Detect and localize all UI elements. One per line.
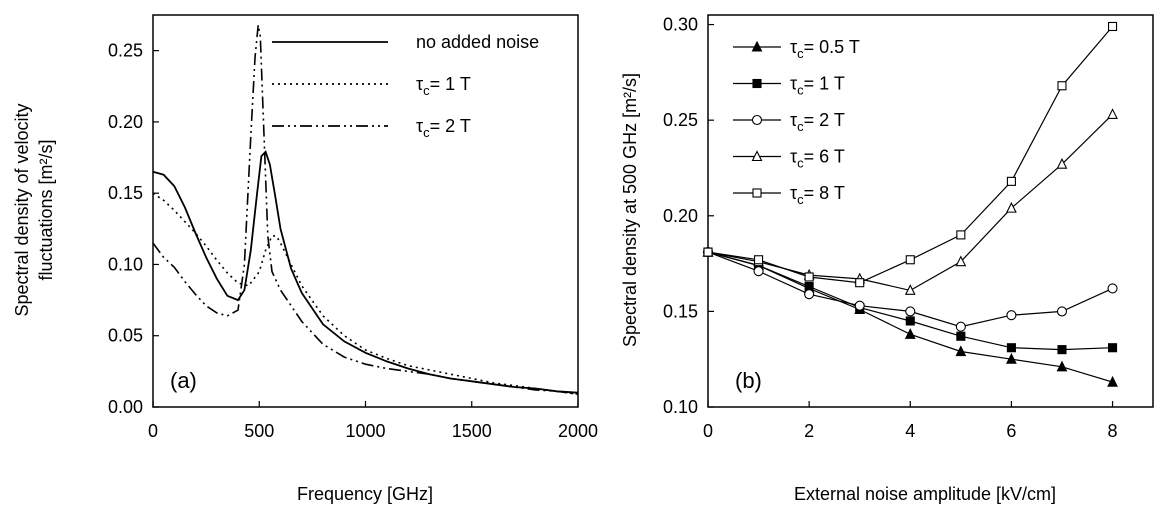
panel-a-legend-label-1: no added noise: [416, 32, 539, 52]
panel-b-y-tick-label: 0.15: [663, 301, 698, 321]
panel-b-point-s2: [1107, 343, 1118, 353]
panel-a-y-tick-label: 0.20: [108, 112, 143, 132]
panel-b-y-tick-label: 0.30: [663, 15, 698, 35]
panel-b-point-s4: [955, 255, 967, 267]
panel-b-y-tick-label: 0.25: [663, 110, 698, 130]
panel-b-point-s3: [1107, 283, 1118, 294]
panel-b-point-s1: [1107, 375, 1118, 387]
panel-b-y-tick-label: 0.20: [663, 206, 698, 226]
panel-b-point-s1: [1056, 360, 1068, 372]
panel-b-y-tick-label: 0.10: [663, 397, 698, 417]
panel-a-y-tick-label: 0.25: [108, 41, 143, 61]
panel-b-point-s2: [905, 316, 915, 326]
panel-a-y-tick-label: 0.00: [108, 397, 143, 417]
panel-a-x-axis-label: Frequency [GHz]: [297, 484, 433, 504]
panel-a-x-tick-label: 1000: [345, 421, 385, 441]
panel-b-point-s5: [855, 278, 865, 288]
panel-a-series-line-3: [152, 24, 579, 395]
panel-a-series-line-1: [152, 150, 579, 394]
panel-a-plot-frame: [152, 14, 579, 408]
panel-b-legend-marker-2: [752, 78, 762, 89]
panel-b-legend-marker-4: [751, 150, 763, 162]
panel-b-y-axis-label: Spectral density at 500 GHz [m²/s]: [620, 73, 640, 347]
panel-a-x-tick-label: 2000: [558, 421, 598, 441]
panel-b-point-s2: [956, 331, 966, 341]
panel-a-y-tick-label: 0.10: [108, 254, 143, 274]
panel-b-x-tick-label: 2: [804, 421, 814, 441]
panel-b-x-axis-label: External noise amplitude [kV/cm]: [794, 484, 1056, 504]
panel-a-x-tick-label: 0: [148, 421, 158, 441]
panel-b-point-s5: [1057, 81, 1067, 91]
panel-a-y-tick-label: 0.05: [108, 326, 143, 346]
panel-b-point-s5: [1006, 176, 1016, 186]
panel-b-point-s3: [854, 300, 865, 311]
panel-b-point-s5: [754, 255, 764, 265]
panel-b-point-s1: [955, 345, 967, 357]
panel-b-point-s3: [753, 266, 764, 277]
panel-a-series: [152, 24, 579, 395]
panel-a-x-tick-label: 1500: [452, 421, 492, 441]
panel-a-label: (a): [170, 368, 197, 393]
panel-b-legend-label-5: τc= 8 T: [790, 183, 845, 207]
panel-b-point-s3: [905, 306, 916, 317]
panel-b-point-s3: [955, 321, 966, 332]
panel-b-point-s4: [1107, 108, 1118, 119]
panel-b-x-tick-label: 6: [1006, 421, 1016, 441]
panel-b-point-s3: [804, 289, 815, 300]
panel-b-legend-marker-3: [751, 114, 763, 126]
panel-a-legend-label-3: τc= 2 T: [416, 116, 471, 140]
panel-b-label: (b): [735, 368, 762, 393]
panel-b-x-tick-label: 8: [1108, 421, 1118, 441]
panel-b-legend-label-4: τc= 6 T: [790, 147, 845, 171]
panel-b-point-s2: [1057, 345, 1067, 355]
panel-b-x-tick-label: 4: [905, 421, 915, 441]
panel-b-legend-label-3: τc= 2 T: [790, 110, 845, 134]
panel-b-legend-label-2: τc= 1 T: [790, 74, 845, 98]
panel-b-point-s5: [1107, 21, 1118, 32]
panel-b-point-s5: [905, 255, 915, 265]
panel-a-legend: no added noise τc= 1 T τc= 2 T: [272, 32, 539, 140]
panel-b-legend-marker-5: [752, 188, 762, 198]
panel-b-point-s1: [1006, 352, 1017, 364]
panel-b: 0 2 4 6 8 0.10 0.15 0.20 0.25 0.30 τc= 0.5 T τc= 1…: [620, 14, 1154, 504]
panel-a-ticks: 0 500 1000 1500 2000 0.00 0.05 0.10 0.15 0.20 0.25: [108, 41, 598, 441]
panel-b-point-s5: [804, 272, 814, 282]
panel-b-point-s4: [1006, 201, 1017, 213]
panel-a-x-tick-label: 500: [244, 421, 274, 441]
panel-b-legend-label-1: τc= 0.5 T: [790, 37, 860, 61]
panel-b-point-s4: [1056, 157, 1068, 169]
panel-b-ticks: 0 2 4 6 8 0.10 0.15 0.20 0.25 0.30: [663, 15, 1118, 441]
panel-b-point-s3: [1056, 306, 1068, 317]
panel-b-point-s4: [904, 284, 916, 295]
panel-b-series-line-5: [707, 26, 1113, 284]
panel-a-y-axis-label-line1: Spectral density of velocity: [12, 103, 32, 316]
panel-a-y-axis-label-line2: fluctuations [m²/s]: [36, 139, 56, 280]
panel-b-point-s5: [956, 230, 966, 240]
panel-b-legend-marker-1: [751, 40, 763, 52]
panel-b-series: [702, 21, 1118, 387]
panel-a-legend-label-2: τc= 1 T: [416, 74, 471, 98]
panel-b-point-s1: [904, 328, 916, 339]
panel-b-point-s2: [1006, 343, 1016, 353]
panel-a-y-tick-label: 0.15: [108, 183, 143, 203]
panel-b-point-s5: [703, 247, 713, 257]
panel-b-legend: τc= 0.5 T τc= 1 T τc= 2 T τc= 6 T τc= 8 T: [733, 37, 860, 207]
panel-b-point-s3: [1006, 310, 1017, 321]
panel-a: 0 500 1000 1500 2000 0.00 0.05 0.10 0.15 0.20 0.25…: [12, 14, 598, 504]
panel-b-x-tick-label: 0: [703, 421, 713, 441]
panel-b-plot-frame: [707, 14, 1154, 408]
panel-a-series-line-2: [152, 192, 579, 395]
